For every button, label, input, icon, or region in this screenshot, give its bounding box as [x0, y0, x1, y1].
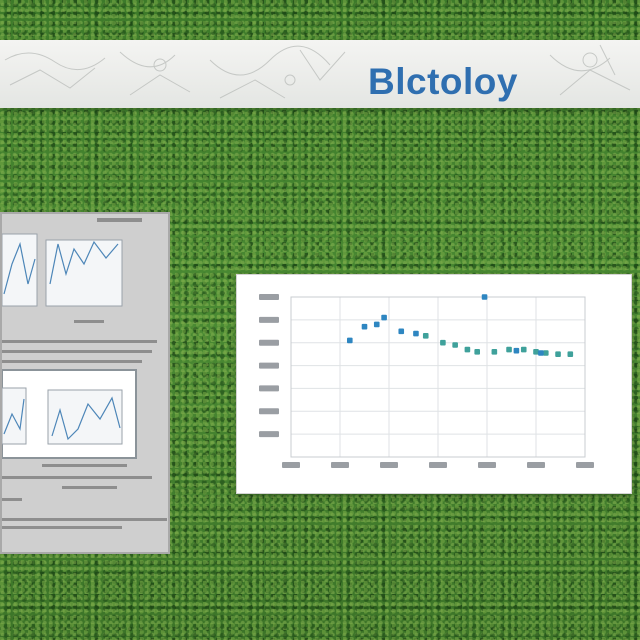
x-tick-label	[380, 462, 398, 468]
data-point	[440, 339, 446, 346]
data-point	[491, 349, 498, 355]
mini-chart-frame	[2, 387, 27, 445]
data-point	[481, 294, 488, 300]
left-info-panel	[0, 212, 170, 554]
scatter-chart-card	[236, 274, 632, 494]
scatter-chart	[259, 294, 594, 468]
y-tick-label	[259, 316, 279, 323]
banner-sketch-decoration	[4, 44, 631, 99]
y-tick-label	[259, 408, 279, 415]
data-point	[506, 346, 512, 353]
mini-chart-line	[49, 240, 119, 285]
x-axis-ticks	[282, 462, 594, 468]
data-point	[538, 350, 544, 356]
x-tick-label	[478, 462, 496, 468]
y-tick-label	[259, 385, 279, 392]
x-tick-label	[527, 462, 545, 468]
data-point	[413, 330, 419, 337]
data-point	[555, 351, 561, 357]
data-point	[543, 350, 549, 356]
data-point	[520, 346, 527, 353]
y-axis-ticks	[259, 294, 279, 438]
data-point	[513, 347, 520, 354]
data-point	[567, 351, 574, 357]
y-tick-label	[259, 339, 279, 346]
unreadable-text-lines	[2, 218, 167, 529]
x-tick-label	[429, 462, 447, 468]
data-point	[474, 349, 480, 355]
banner-title: Blctoloy	[368, 61, 518, 102]
title-banner: Blctoloy	[0, 40, 640, 108]
data-point	[464, 346, 471, 353]
y-tick-label	[259, 362, 279, 369]
data-point	[533, 349, 539, 355]
x-tick-label	[331, 462, 349, 468]
data-point	[398, 328, 405, 335]
chart-points	[347, 294, 574, 357]
x-tick-label	[282, 462, 300, 468]
mini-chart-frame	[47, 389, 123, 445]
data-point	[381, 314, 387, 321]
mini-chart-line	[51, 396, 121, 441]
x-tick-label	[576, 462, 594, 468]
mini-chart-frame	[45, 239, 123, 307]
y-tick-label	[259, 294, 279, 300]
data-point	[452, 342, 458, 348]
data-point	[347, 337, 353, 344]
data-point	[422, 333, 429, 339]
chart-grid	[290, 296, 586, 458]
data-point	[361, 323, 368, 330]
mini-chart-line	[3, 241, 36, 295]
plot-area-border	[290, 296, 586, 458]
data-point	[373, 321, 380, 328]
mini-chart-line	[3, 398, 25, 435]
left-panel-content	[2, 218, 167, 529]
y-tick-label	[259, 431, 279, 438]
